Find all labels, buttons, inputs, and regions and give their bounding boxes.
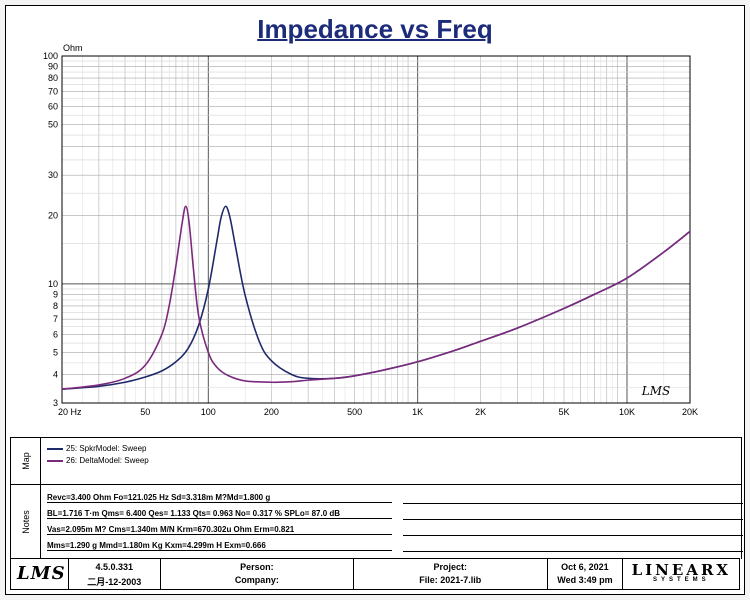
company-label: Company: — [234, 575, 279, 585]
y-axis-label: Ohm — [63, 43, 83, 53]
y-tick-label: 9 — [53, 289, 58, 299]
footer-date-cell: Oct 6, 2021 Wed 3:49 pm — [548, 559, 624, 589]
y-tick-label: 6 — [53, 329, 58, 339]
legend-swatch-spkr — [47, 447, 63, 450]
project-label: Project: — [433, 562, 468, 572]
footer-version-cell: 4.5.0.331 二月-12-2003 — [69, 559, 161, 589]
x-tick-label: 50 — [140, 407, 150, 417]
x-tick-label: 20 Hz — [58, 407, 82, 417]
x-tick-label: 1K — [412, 407, 423, 417]
x-tick-label: 200 — [264, 407, 279, 417]
lms-watermark: LMS — [641, 384, 670, 398]
x-tick-label: 5K — [558, 407, 569, 417]
note-line-4: Mms=1.290 g Mmd=1.180m Kg Kxm=4.299m H E… — [47, 541, 392, 551]
legend-item-delta: 26: DeltaModel: Sweep — [47, 456, 149, 465]
notes-panel: Notes Revc=3.400 Ohm Fo=121.025 Hz Sd=3.… — [10, 484, 743, 559]
file-label: File: 2021-7.lib — [419, 575, 482, 585]
note-blank-1 — [403, 503, 743, 504]
y-tick-label: 90 — [48, 61, 58, 71]
y-tick-label: 10 — [48, 279, 58, 289]
y-tick-label: 100 — [43, 51, 58, 61]
footer-person-cell: Person: Company: — [161, 559, 355, 589]
x-tick-label: 10K — [619, 407, 635, 417]
map-side-label: Map — [11, 438, 41, 484]
person-label: Person: — [240, 562, 274, 572]
legend-swatch-delta — [47, 459, 63, 462]
note-line-1: Revc=3.400 Ohm Fo=121.025 Hz Sd=3.318m M… — [47, 493, 392, 503]
footer: LMS 4.5.0.331 二月-12-2003 Person: Company… — [10, 558, 740, 590]
y-tick-label: 70 — [48, 86, 58, 96]
x-tick-label: 100 — [201, 407, 216, 417]
legend-label-delta: 26: DeltaModel: Sweep — [66, 456, 149, 465]
time-text: Wed 3:49 pm — [557, 575, 613, 585]
legend-item-spkr: 25: SpkrModel: Sweep — [47, 444, 147, 453]
footer-brand-cell: LINEARX SYSTEMS — [623, 559, 739, 589]
y-tick-label: 8 — [53, 301, 58, 311]
y-tick-label: 4 — [53, 370, 58, 380]
x-tick-label: 500 — [347, 407, 362, 417]
date-text: Oct 6, 2021 — [561, 562, 609, 572]
y-tick-label: 7 — [53, 314, 58, 324]
y-tick-label: 60 — [48, 102, 58, 112]
build-date-text: 二月-12-2003 — [87, 577, 142, 587]
y-tick-label: 20 — [48, 210, 58, 220]
linearx-logo: LINEARX — [631, 561, 732, 579]
chart-title: Impedance vs Freq — [257, 14, 493, 44]
footer-logo-cell: LMS — [11, 559, 69, 589]
x-tick-label: 20K — [682, 407, 698, 417]
lms-logo: LMS — [17, 563, 66, 584]
note-blank-3 — [403, 535, 743, 536]
y-tick-label: 30 — [48, 170, 58, 180]
note-blank-4 — [403, 551, 743, 552]
y-tick-label: 3 — [53, 398, 58, 408]
plot-frame — [61, 55, 691, 404]
x-tick-label: 2K — [475, 407, 486, 417]
y-tick-label: 80 — [48, 73, 58, 83]
y-tick-label: 50 — [48, 120, 58, 130]
series-line-2 — [61, 205, 691, 390]
note-line-2: BL=1.716 T·m Qms= 6.400 Qes= 1.133 Qts= … — [47, 509, 392, 519]
note-blank-2 — [403, 519, 743, 520]
notes-side-label: Notes — [11, 485, 41, 559]
map-panel: Map 25: SpkrModel: Sweep 26: DeltaModel:… — [10, 437, 742, 484]
plot-area — [62, 56, 690, 403]
notes-label: Notes — [20, 510, 31, 534]
legend-label-spkr: 25: SpkrModel: Sweep — [66, 444, 147, 453]
y-tick-label: 5 — [53, 347, 58, 357]
linearx-sub: SYSTEMS — [652, 577, 710, 583]
map-label: Map — [20, 452, 31, 470]
footer-project-cell: Project: File: 2021-7.lib — [354, 559, 548, 589]
note-line-3: Vas=2.095m M? Cms=1.340m M/N Krm=670.302… — [47, 525, 392, 535]
version-text: 4.5.0.331 — [95, 562, 133, 572]
